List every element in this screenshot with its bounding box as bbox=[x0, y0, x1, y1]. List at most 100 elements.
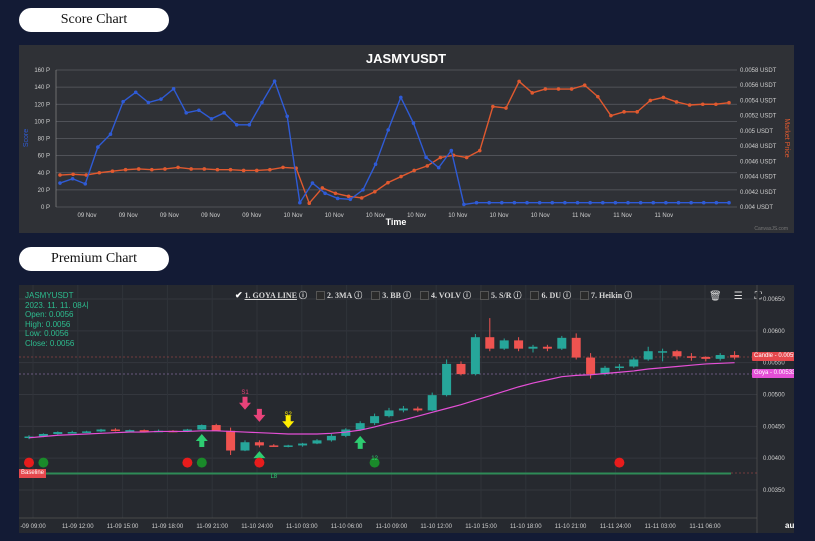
price-point bbox=[582, 83, 587, 88]
price-point bbox=[268, 167, 272, 172]
score-point bbox=[323, 191, 327, 196]
score-point bbox=[714, 200, 719, 205]
checkbox-icon[interactable] bbox=[315, 291, 325, 300]
score-point bbox=[676, 200, 681, 205]
candle-body bbox=[528, 346, 538, 349]
auto-scale-button[interactable]: auto bbox=[785, 521, 794, 530]
price-point bbox=[320, 186, 325, 190]
y-tick-label: 100 P bbox=[34, 119, 50, 125]
score-point bbox=[462, 202, 466, 207]
checkbox-icon[interactable] bbox=[580, 291, 590, 300]
candle-body bbox=[499, 340, 509, 349]
price-point bbox=[228, 167, 233, 172]
checkbox-icon[interactable] bbox=[530, 291, 540, 300]
y2-tick-label: 0.0054 USDT bbox=[740, 98, 777, 104]
red-signal-dot bbox=[24, 457, 34, 468]
y-tick-label: 0.00350 bbox=[763, 488, 785, 494]
candle-body bbox=[730, 355, 740, 358]
info-icon[interactable]: ⓘ bbox=[354, 291, 363, 300]
price-point bbox=[97, 170, 102, 175]
candle-body bbox=[557, 337, 567, 349]
x-tick-label: 10 Nov bbox=[325, 213, 344, 219]
price-point bbox=[543, 87, 548, 91]
x-tick-label: 11 Nov bbox=[655, 213, 674, 219]
y-axis-label: Score bbox=[23, 129, 30, 147]
score-point bbox=[525, 200, 529, 205]
x-tick-label: 09 Nov bbox=[160, 213, 179, 219]
x-tick-label: 11-10 21:00 bbox=[555, 524, 587, 530]
checkbox-icon[interactable] bbox=[371, 291, 381, 300]
x-tick-label: 11-10 12:00 bbox=[420, 524, 452, 530]
score-point bbox=[436, 165, 441, 170]
candle-body bbox=[456, 363, 466, 375]
x-tick-label: 11-09 12:00 bbox=[62, 524, 94, 530]
l2-label: 12 bbox=[371, 456, 378, 462]
score-point bbox=[108, 132, 113, 137]
green-signal-dot bbox=[369, 457, 380, 468]
price-point bbox=[530, 91, 535, 95]
info-icon[interactable]: ⓘ bbox=[298, 291, 307, 300]
x-axis-label: Time bbox=[386, 217, 407, 227]
fullscreen-icon[interactable]: ⛶ bbox=[754, 291, 762, 302]
price-point bbox=[58, 173, 62, 177]
price-point bbox=[491, 104, 495, 109]
chart-title: JASMYUSDT bbox=[366, 51, 446, 66]
checked-icon[interactable]: ✔ bbox=[235, 290, 243, 300]
indicator-toggle-2[interactable]: 2. 3MA ⓘ bbox=[315, 290, 363, 301]
x-tick-label: 10 Nov bbox=[283, 213, 302, 219]
indicator-toggle-6[interactable]: 6. DU ⓘ bbox=[530, 290, 571, 301]
candle-body bbox=[240, 442, 250, 451]
score-point bbox=[83, 182, 88, 186]
trash-icon[interactable]: 🗑︎ bbox=[709, 291, 722, 302]
x-tick-label: 09 Nov bbox=[77, 213, 96, 219]
price-point bbox=[254, 168, 259, 173]
indicator-label: 5. S/R bbox=[491, 291, 512, 300]
price-point bbox=[556, 87, 561, 91]
score-point bbox=[70, 176, 75, 181]
price-point bbox=[700, 102, 705, 107]
price-point bbox=[596, 94, 600, 99]
y-tick-label: 60 P bbox=[38, 154, 50, 160]
score-point bbox=[121, 99, 125, 104]
indicator-label: 3. BB bbox=[382, 291, 401, 300]
info-icon[interactable]: ⓘ bbox=[563, 291, 572, 300]
date-label: 2023. 11. 11. 08시 bbox=[25, 300, 90, 310]
checkbox-icon[interactable] bbox=[419, 291, 429, 300]
candle-body bbox=[470, 337, 480, 375]
y-tick-label: 0.00650 bbox=[763, 297, 785, 303]
x-tick-label: 09 Nov bbox=[119, 213, 138, 219]
score-point bbox=[348, 197, 353, 202]
score-point bbox=[512, 200, 517, 205]
x-tick-label: 10 Nov bbox=[407, 213, 426, 219]
red-signal-dot bbox=[614, 457, 625, 468]
x-tick-label: 11-10 18:00 bbox=[510, 524, 542, 530]
indicator-toggle-5[interactable]: 5. S/R ⓘ bbox=[480, 290, 521, 301]
score-point bbox=[449, 148, 454, 153]
info-icon[interactable]: ⓘ bbox=[624, 291, 633, 300]
x-tick-label: 11-11 03:00 bbox=[645, 524, 677, 530]
indicator-toggle-7[interactable]: 7. Heikin ⓘ bbox=[580, 290, 632, 301]
info-icon[interactable]: ⓘ bbox=[513, 291, 522, 300]
info-icon[interactable]: ⓘ bbox=[463, 291, 472, 300]
score-point bbox=[701, 200, 706, 205]
x-tick-label: 11-10 06:00 bbox=[331, 524, 363, 530]
y2-tick-label: 0.0042 USDT bbox=[740, 190, 777, 196]
indicator-toggle-4[interactable]: 4. VOLV ⓘ bbox=[419, 290, 472, 301]
candle-body bbox=[427, 395, 437, 411]
candle-body bbox=[658, 351, 668, 353]
indicator-toggle-1[interactable]: ✔ 1. GOYA LINE ⓘ bbox=[235, 290, 307, 301]
candle-price-tag: Candle - 0.00558 bbox=[752, 352, 794, 361]
info-icon[interactable]: ⓘ bbox=[402, 291, 411, 300]
score-point bbox=[626, 200, 630, 205]
indicator-toggle-3[interactable]: 3. BB ⓘ bbox=[371, 290, 411, 301]
list-add-icon[interactable]: ☰ bbox=[733, 291, 743, 302]
candle-body bbox=[442, 363, 452, 396]
open-label: Open: 0.0056 bbox=[25, 310, 74, 320]
x-tick-label: -09 09:00 bbox=[20, 524, 46, 530]
chart-credit: CanvasJS.com bbox=[754, 226, 788, 232]
checkbox-icon[interactable] bbox=[480, 291, 490, 300]
price-point bbox=[648, 98, 653, 103]
candle-body bbox=[298, 443, 308, 446]
candle-body bbox=[38, 433, 48, 437]
score-point bbox=[146, 100, 151, 105]
